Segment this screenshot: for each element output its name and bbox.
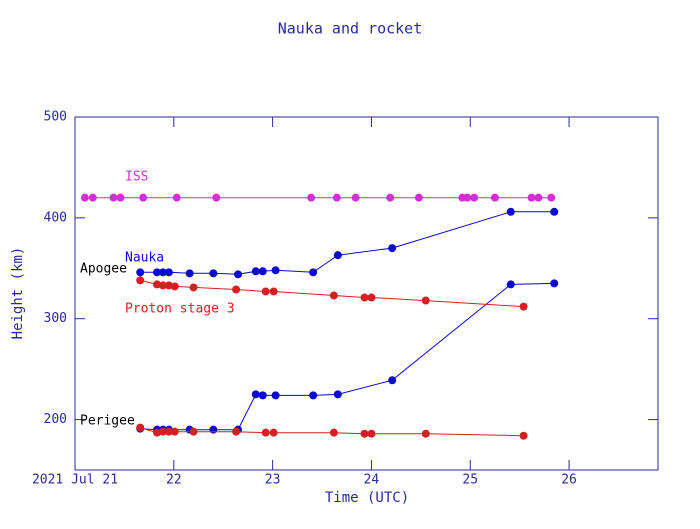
data-point (164, 268, 173, 277)
data-point (209, 269, 218, 278)
data-point (307, 193, 316, 202)
data-point (547, 193, 556, 202)
data-point (261, 287, 270, 296)
series-label: Proton stage 3 (125, 302, 235, 317)
data-point (550, 207, 559, 216)
data-point (232, 285, 241, 294)
data-point (109, 193, 118, 202)
data-point (258, 267, 267, 276)
data-point (258, 391, 267, 400)
data-point (139, 193, 148, 202)
data-point (158, 281, 167, 290)
data-point (367, 293, 376, 302)
x-tick-label: 26 (561, 473, 577, 488)
data-point (550, 279, 559, 288)
data-point (251, 267, 260, 276)
data-point (153, 268, 162, 277)
data-point (153, 280, 162, 289)
data-point (309, 268, 318, 277)
data-point (116, 193, 125, 202)
data-point (136, 276, 145, 285)
y-tick-label: 200 (44, 412, 67, 427)
data-point (271, 391, 280, 400)
data-point (170, 427, 179, 436)
x-tick-label: 2021 Jul 21 (32, 473, 118, 488)
data-point (421, 429, 430, 438)
x-tick-label: 25 (462, 473, 478, 488)
data-point (506, 207, 515, 216)
data-point (88, 193, 97, 202)
data-point (136, 423, 145, 432)
data-point (360, 429, 369, 438)
x-tick-label: 23 (265, 473, 281, 488)
data-point (209, 425, 218, 434)
data-point (360, 293, 369, 302)
y-tick-label: 400 (44, 210, 67, 225)
data-point (158, 427, 167, 436)
data-point (232, 427, 241, 436)
data-point (261, 428, 270, 437)
data-point (153, 428, 162, 437)
data-point (164, 427, 173, 436)
data-point (80, 193, 89, 202)
data-point (329, 291, 338, 300)
series-label: Nauka (125, 251, 164, 266)
data-point (388, 244, 397, 253)
data-point (269, 428, 278, 437)
series-line (140, 211, 555, 275)
data-point (333, 390, 342, 399)
data-point (136, 268, 145, 277)
data-point (332, 193, 341, 202)
data-point (170, 282, 179, 291)
data-point (158, 268, 167, 277)
data-point (421, 296, 430, 305)
data-point (269, 287, 278, 296)
data-point (534, 193, 543, 202)
x-tick-label: 24 (364, 473, 380, 488)
plot-frame (74, 116, 659, 471)
data-point (234, 270, 243, 279)
data-point (386, 193, 395, 202)
chart-title: Nauka and rocket (278, 20, 423, 38)
y-tick-label: 300 (44, 311, 67, 326)
data-point (164, 281, 173, 290)
data-point (309, 391, 318, 400)
data-point (506, 280, 515, 289)
data-point (490, 193, 499, 202)
data-point (463, 193, 472, 202)
x-tick-label: 22 (166, 473, 182, 488)
data-point (519, 302, 528, 311)
data-point (189, 427, 198, 436)
annotation: Perigee (80, 414, 135, 429)
data-point (329, 428, 338, 437)
data-point (414, 193, 423, 202)
data-point (333, 251, 342, 260)
data-point (519, 431, 528, 440)
data-point (189, 283, 198, 292)
data-point (388, 376, 397, 385)
annotation: Apogee (80, 262, 127, 277)
data-point (470, 193, 479, 202)
series-label: ISS (125, 170, 148, 185)
data-point (172, 193, 181, 202)
y-tick-label: 500 (44, 110, 67, 125)
data-point (367, 429, 376, 438)
data-point (185, 269, 194, 278)
data-point (527, 193, 536, 202)
data-point (251, 390, 260, 399)
data-point (212, 193, 221, 202)
y-axis-label: Height (km) (10, 247, 26, 340)
data-point (271, 266, 280, 275)
x-axis-label: Time (UTC) (325, 490, 409, 506)
data-point (351, 193, 360, 202)
